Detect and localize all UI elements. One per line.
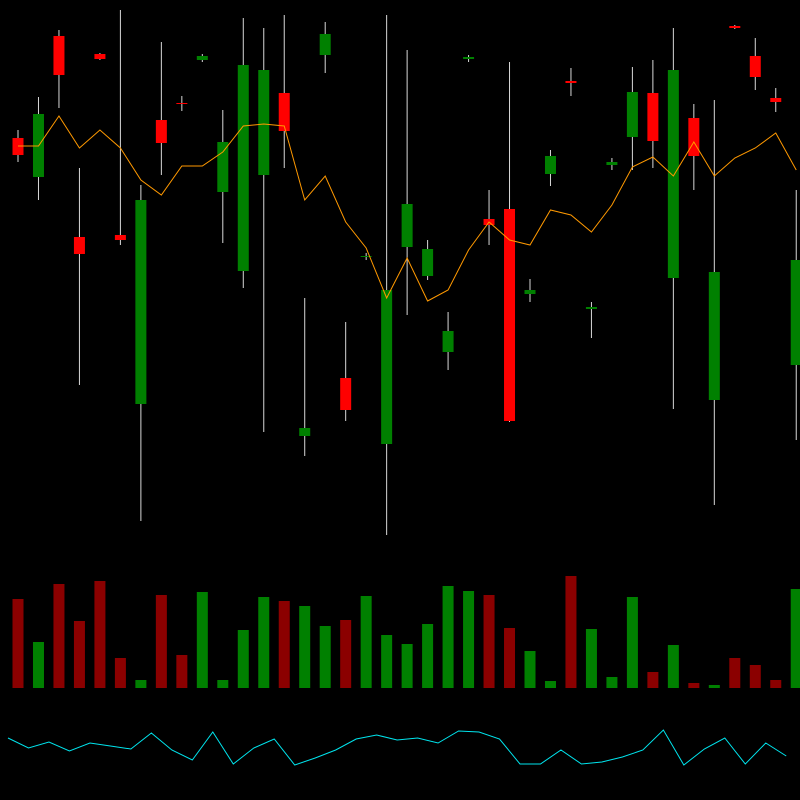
volume-bar: [237, 630, 249, 688]
volume-bar: [340, 620, 352, 688]
candle-body: [544, 156, 556, 174]
volume-bar: [217, 680, 229, 688]
volume-bar: [155, 595, 167, 688]
volume-bar: [790, 589, 800, 688]
volume-bar: [94, 581, 106, 688]
candle-body: [155, 120, 167, 143]
candle-body: [606, 162, 618, 165]
volume-bar: [442, 586, 454, 688]
volume-bar: [401, 644, 413, 688]
candle-body: [237, 65, 249, 271]
volume-bar: [524, 651, 536, 688]
candle-body: [73, 237, 85, 254]
volume-bar: [176, 655, 188, 688]
candle-body: [360, 256, 372, 257]
volume-bar: [463, 591, 475, 688]
volume-bar: [196, 592, 208, 688]
volume-bar: [708, 685, 720, 688]
volume-bar: [626, 597, 638, 688]
candle-body: [626, 92, 638, 137]
candle-body: [258, 70, 270, 175]
candle-body: [708, 272, 720, 400]
candle-body: [299, 428, 311, 436]
volume-bar: [360, 596, 372, 688]
candle-body: [114, 235, 126, 240]
candle-body: [585, 307, 597, 309]
candle-body: [196, 56, 208, 60]
candle-body: [790, 260, 800, 365]
candle-body: [442, 331, 454, 352]
volume-bar: [565, 576, 577, 688]
candle-body: [463, 57, 475, 59]
volume-bar: [422, 624, 434, 688]
volume-bar: [381, 635, 393, 688]
volume-bar: [278, 601, 290, 688]
candle-body: [94, 54, 106, 59]
volume-bar: [585, 629, 597, 688]
volume-bar: [73, 621, 85, 688]
volume-bar: [114, 658, 126, 688]
volume-bar: [544, 681, 556, 688]
candle-body: [647, 93, 659, 141]
candle-body: [135, 200, 147, 404]
volume-bar: [770, 680, 782, 688]
candle-body: [688, 118, 700, 156]
candle-body: [176, 103, 188, 104]
candle-body: [319, 34, 331, 55]
indicator-line: [7, 729, 787, 766]
volume-bar: [667, 645, 679, 688]
volume-bar: [647, 672, 659, 688]
candle-body: [504, 209, 516, 421]
candle-body: [340, 378, 352, 410]
candle-body: [565, 81, 577, 83]
candle-body: [524, 290, 536, 294]
volume-bar: [299, 606, 311, 688]
candle-body: [381, 290, 393, 444]
volume-bar: [12, 599, 24, 688]
candle-body: [749, 56, 761, 77]
candle-body: [729, 26, 741, 28]
candle-body: [422, 249, 434, 276]
volume-bar: [319, 626, 331, 688]
volume-bar: [688, 683, 700, 688]
moving-average-line: [18, 115, 797, 302]
volume-bar: [53, 584, 65, 688]
volume-bar: [606, 677, 618, 688]
volume-bar: [258, 597, 270, 688]
volume-bar: [483, 595, 495, 688]
candle-body: [401, 204, 413, 247]
candle-body: [667, 70, 679, 278]
volume-bar: [32, 642, 44, 688]
candle-body: [53, 36, 65, 75]
candle-body: [278, 93, 290, 131]
volume-bar: [504, 628, 516, 688]
volume-bar: [729, 658, 741, 688]
candle-body: [217, 142, 229, 192]
volume-bar: [749, 665, 761, 688]
candle-body: [770, 98, 782, 102]
volume-bar: [135, 680, 147, 688]
